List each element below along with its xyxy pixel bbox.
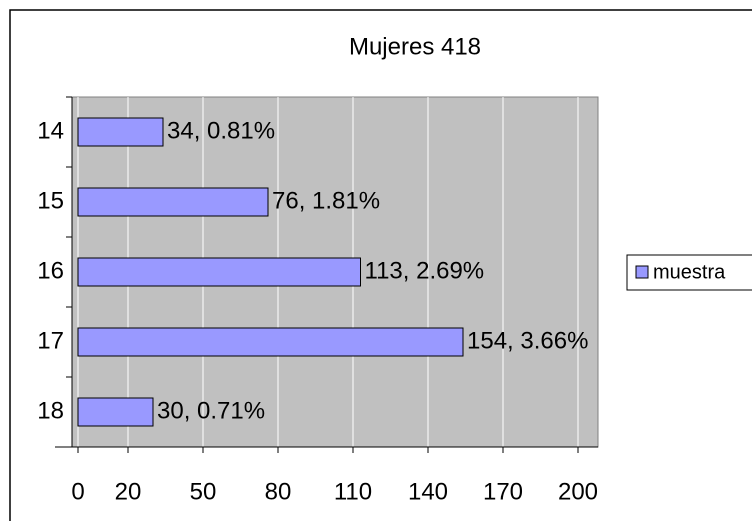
x-tick-label: 170 [483, 478, 523, 505]
y-tick-label: 16 [37, 257, 64, 284]
x-tick-label: 0 [71, 478, 84, 505]
data-label: 76, 1.81% [272, 187, 380, 214]
bar [77, 257, 361, 287]
y-tick-label: 14 [37, 117, 64, 144]
chart-title: Mujeres 418 [349, 33, 481, 60]
bar [77, 397, 154, 427]
y-tick-label: 17 [37, 327, 64, 354]
bar [77, 187, 269, 217]
x-tick-label: 140 [408, 478, 448, 505]
y-tick-label: 15 [37, 187, 64, 214]
data-label: 30, 0.71% [157, 397, 265, 424]
bar [77, 117, 164, 147]
y-tick-label: 18 [37, 397, 64, 424]
data-label: 113, 2.69% [365, 257, 485, 284]
x-tick-label: 110 [334, 478, 372, 505]
bar [77, 327, 464, 357]
data-label: 34, 0.81% [167, 117, 275, 144]
legend-label: muestra [653, 261, 726, 283]
x-tick-label: 20 [115, 478, 142, 505]
legend-swatch [635, 265, 649, 279]
x-tick-label: 50 [190, 478, 217, 505]
data-label: 154, 3.66% [467, 327, 588, 354]
x-tick-label: 200 [558, 478, 598, 505]
x-tick-label: 80 [265, 478, 292, 505]
